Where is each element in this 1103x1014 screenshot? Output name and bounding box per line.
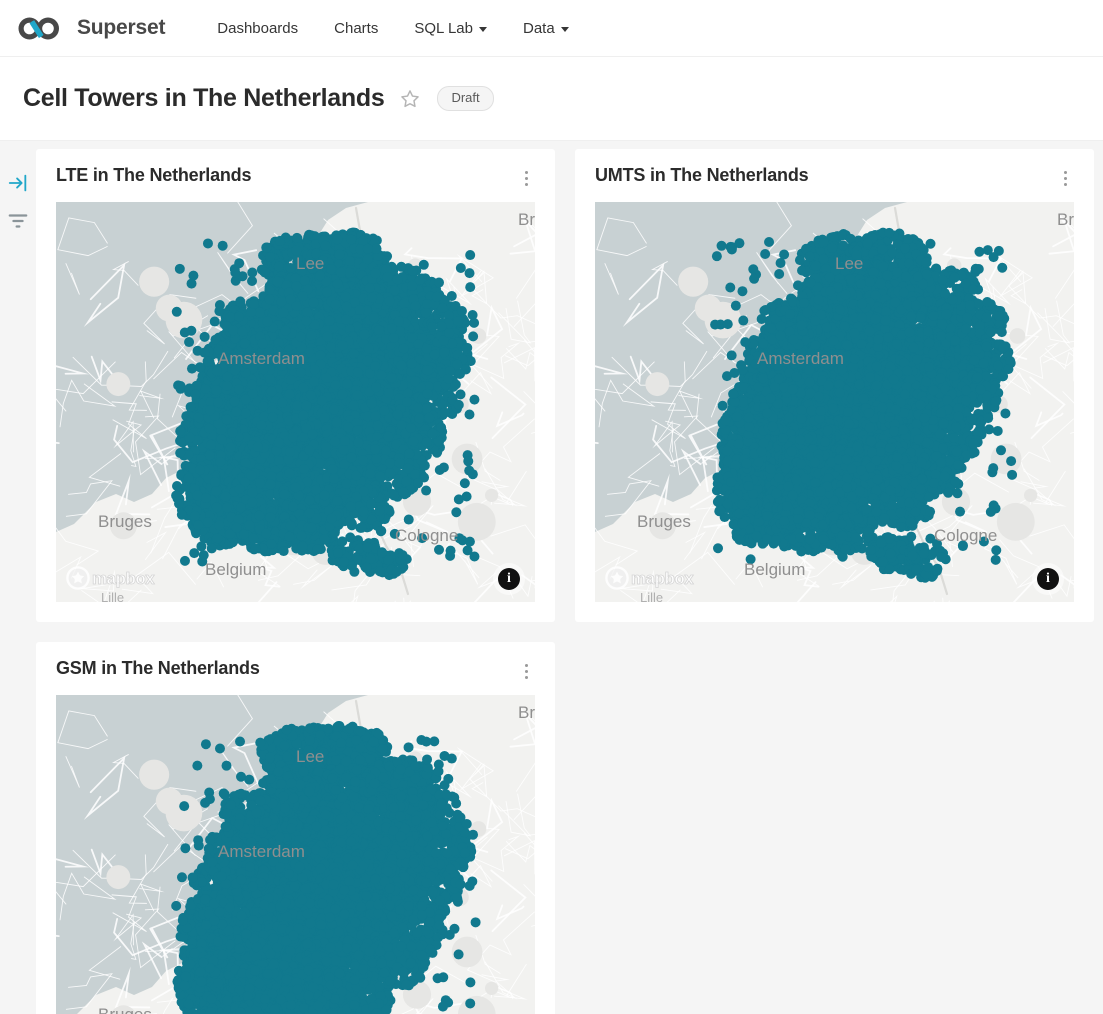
nav-link-charts[interactable]: Charts bbox=[316, 0, 396, 57]
map-point-layer bbox=[56, 202, 535, 602]
svg-text:mapbox: mapbox bbox=[631, 569, 694, 588]
chevron-down-icon bbox=[479, 26, 487, 32]
filter-funnel-icon[interactable] bbox=[7, 210, 29, 232]
map-gsm[interactable]: BreLeeAmsterdamBrugesCologneBelgiumLille… bbox=[56, 695, 535, 1014]
map-umts[interactable]: BreLeeAmsterdamBrugesCologneBelgiumLille… bbox=[595, 202, 1074, 602]
chart-title: LTE in The Netherlands bbox=[56, 165, 252, 185]
nav-link-label: Data bbox=[523, 19, 555, 37]
nav-link-label: Dashboards bbox=[217, 19, 299, 37]
mapbox-attribution-logo[interactable]: mapbox bbox=[66, 566, 176, 590]
left-icon-rail bbox=[0, 141, 36, 232]
info-icon[interactable]: i bbox=[498, 568, 520, 590]
kebab-menu-icon[interactable] bbox=[517, 660, 535, 682]
chart-title: GSM in The Netherlands bbox=[56, 658, 260, 678]
nav-links: Dashboards Charts SQL Lab Data bbox=[199, 0, 586, 57]
map-point-layer bbox=[595, 202, 1074, 602]
kebab-menu-icon[interactable] bbox=[1056, 167, 1074, 189]
chart-card-lte: LTE in The Netherlands BreLeeAmsterdamBr… bbox=[36, 149, 555, 622]
status-badge: Draft bbox=[437, 86, 494, 111]
nav-link-data[interactable]: Data bbox=[505, 0, 587, 57]
chart-title: UMTS in The Netherlands bbox=[595, 165, 809, 185]
info-icon[interactable]: i bbox=[1037, 568, 1059, 590]
chart-card-gsm: GSM in The Netherlands BreLeeAmsterdamBr… bbox=[36, 642, 555, 1014]
chart-card-umts: UMTS in The Netherlands BreLeeAmsterdamB… bbox=[575, 149, 1094, 622]
chart-row-2: GSM in The Netherlands BreLeeAmsterdamBr… bbox=[36, 642, 1103, 1014]
superset-brand[interactable]: Superset bbox=[16, 15, 165, 42]
map-point-layer bbox=[56, 695, 535, 1014]
chevron-down-icon bbox=[560, 26, 569, 32]
chart-row-1: LTE in The Netherlands BreLeeAmsterdamBr… bbox=[36, 149, 1103, 622]
chart-grid: LTE in The Netherlands BreLeeAmsterdamBr… bbox=[36, 141, 1103, 1014]
dashboard-body: LTE in The Netherlands BreLeeAmsterdamBr… bbox=[0, 141, 1103, 1014]
chart-card-header: GSM in The Netherlands bbox=[56, 658, 535, 695]
brand-name: Superset bbox=[77, 16, 166, 39]
chart-card-header: LTE in The Netherlands bbox=[56, 165, 535, 202]
expand-panel-icon[interactable] bbox=[7, 172, 29, 194]
kebab-menu-icon[interactable] bbox=[517, 167, 535, 189]
nav-link-label: Charts bbox=[334, 19, 379, 37]
map-lte[interactable]: BreLeeAmsterdamBrugesCologneBelgiumLille… bbox=[56, 202, 535, 602]
mapbox-attribution-logo[interactable]: mapbox bbox=[605, 566, 715, 590]
nav-link-sql-lab[interactable]: SQL Lab bbox=[396, 0, 505, 57]
dashboard-header: Cell Towers in The Netherlands Draft bbox=[0, 57, 1103, 141]
nav-link-label: SQL Lab bbox=[414, 19, 473, 37]
page-title: Cell Towers in The Netherlands bbox=[23, 84, 385, 112]
svg-text:mapbox: mapbox bbox=[92, 569, 155, 588]
superset-infinity-logo-icon bbox=[16, 15, 68, 42]
star-outline-icon[interactable] bbox=[384, 88, 421, 110]
nav-link-dashboards[interactable]: Dashboards bbox=[199, 0, 316, 57]
chart-card-header: UMTS in The Netherlands bbox=[595, 165, 1074, 202]
top-navbar: Superset Dashboards Charts SQL Lab Data bbox=[0, 0, 1103, 57]
